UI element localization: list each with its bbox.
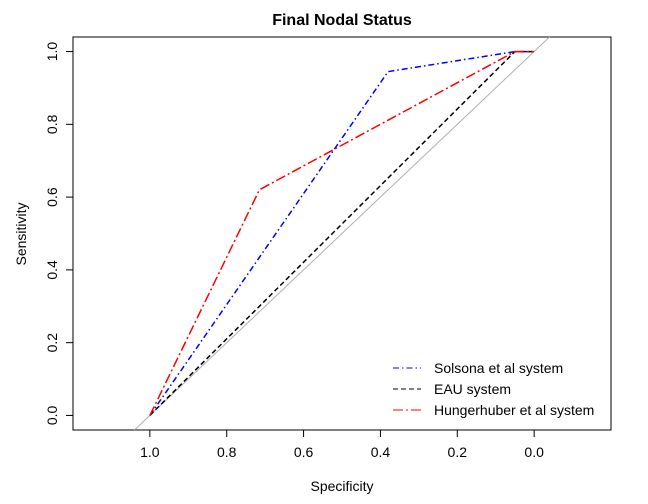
series-layer [149,50,535,416]
x-tick-label: 0.0 [524,444,544,460]
chart-title: Final Nodal Status [272,12,412,29]
y-tick-label: 1.0 [44,42,60,62]
y-tick-label: 0.4 [44,260,60,280]
y-tick-label: 0.6 [44,187,60,207]
reference-layer [134,36,550,431]
legend: Solsona et al system EAU system Hungerhube… [393,360,594,418]
y-tick-label: 0.0 [44,406,60,426]
legend-label-1: Solsona et al system [434,360,563,376]
x-tick-label: 1.0 [140,444,160,460]
legend-label-2: EAU system [434,381,511,397]
reference-diagonal-line [134,36,550,431]
x-tick-label: 0.4 [371,444,391,460]
y-axis-label: Sensitivity [13,202,29,265]
y-axis: 0.0 0.2 0.4 0.6 0.8 1.0 [44,42,74,426]
x-tick-label: 0.6 [294,444,314,460]
x-tick-label: 0.8 [217,444,237,460]
legend-label-3: Hungerhuber et al system [434,402,594,418]
y-tick-label: 0.8 [44,114,60,134]
x-axis-label: Specificity [310,478,373,494]
series-line-3 [149,50,535,416]
y-tick-label: 0.2 [44,333,60,353]
x-tick-label: 0.2 [448,444,468,460]
x-axis: 1.0 0.8 0.6 0.4 0.2 0.0 [140,429,544,460]
